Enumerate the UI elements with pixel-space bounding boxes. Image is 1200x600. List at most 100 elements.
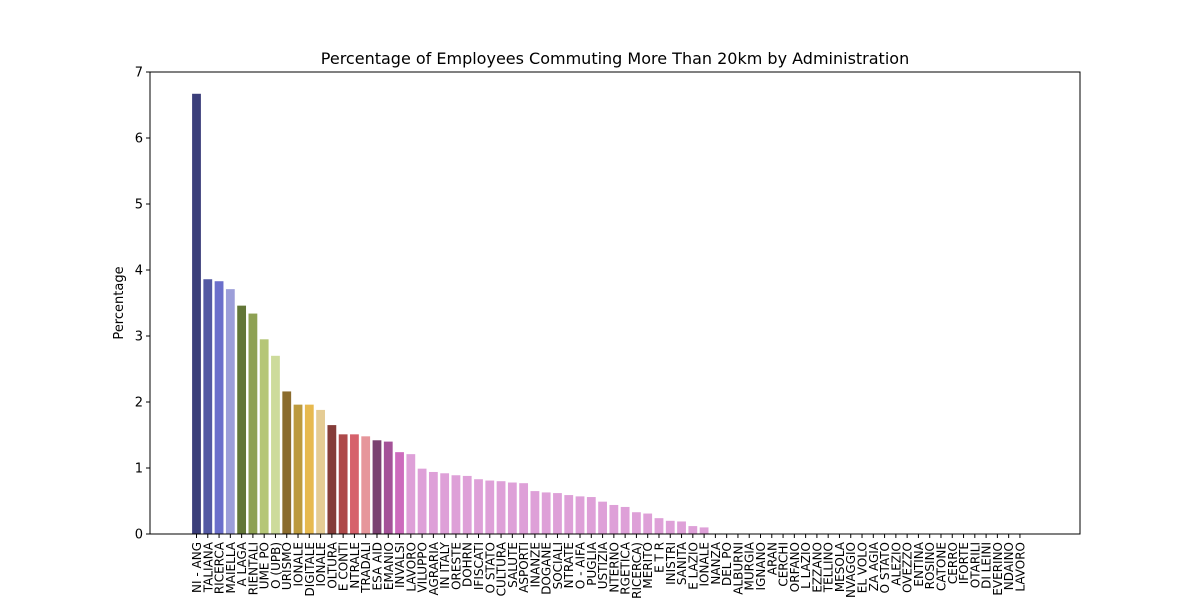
y-tick-label: 7	[135, 66, 143, 81]
bar	[282, 391, 292, 534]
x-tick-label: OVEZZO	[901, 542, 915, 593]
x-tick-label: RICERCA	[213, 541, 227, 594]
bar	[598, 501, 607, 534]
y-tick-label: 3	[135, 330, 143, 345]
x-tick-label: TELLINO	[822, 542, 836, 593]
x-tick-label: IGNANO	[754, 542, 768, 590]
bar	[316, 409, 325, 534]
bar	[361, 436, 371, 534]
bar	[372, 440, 382, 534]
x-tick-label: TRADALI	[359, 542, 373, 594]
bar	[609, 504, 619, 534]
bar	[327, 425, 337, 534]
x-tick-label: ENTINA	[912, 541, 926, 586]
x-tick-label: E LAZIO	[686, 542, 700, 590]
x-tick-label: SALUTE	[506, 542, 520, 588]
x-tick-label: UME PO	[258, 542, 272, 589]
x-tick-label: NDAINO	[1002, 542, 1016, 590]
bar	[293, 404, 303, 534]
bar	[462, 475, 472, 534]
x-tick-label: MURGIA	[743, 541, 757, 590]
x-tick-label: O - AIFA	[574, 541, 588, 589]
bar	[654, 518, 664, 534]
x-tick-label: DEL PO	[720, 542, 734, 586]
x-tick-label: RIENTALI	[246, 542, 260, 595]
plot-area-frame	[149, 71, 1081, 535]
bar	[474, 479, 483, 534]
bar	[428, 471, 438, 534]
x-tick-label: PUGLIA	[585, 541, 599, 586]
x-tick-label: NVAGGIO	[844, 542, 858, 598]
x-tick-label: USTIZIA	[596, 541, 610, 589]
bar	[632, 512, 641, 534]
bar	[541, 492, 551, 534]
x-tick-label: DOGANE	[540, 542, 554, 595]
bar	[440, 473, 450, 534]
x-tick-label: E T R	[652, 542, 666, 573]
bar	[383, 441, 393, 534]
bar	[519, 483, 529, 534]
bar	[688, 526, 698, 534]
x-tick-label: MAIELLA	[224, 541, 238, 593]
x-tick-label: LAVORO	[404, 542, 418, 592]
bar	[395, 452, 404, 534]
bar	[259, 339, 269, 534]
x-tick-label: OLTURA	[325, 541, 339, 588]
bars-group	[192, 93, 709, 534]
x-tick-label: NANZA	[709, 541, 723, 584]
x-tick-label: VILUPPO	[416, 542, 430, 593]
bar	[507, 482, 517, 534]
x-tick-label: INVALSI	[393, 542, 407, 588]
bar	[271, 355, 280, 534]
x-tick-label: IONALE	[314, 542, 328, 586]
x-tick-label: INANZE	[528, 542, 542, 588]
bar	[338, 434, 348, 534]
bar	[350, 434, 359, 534]
x-tick-label: EZZANO	[810, 542, 824, 593]
x-tick-label: O (UPB)	[269, 542, 283, 589]
x-tick-label: RICERCA)	[630, 542, 644, 599]
bar	[643, 513, 653, 534]
bar	[192, 93, 201, 534]
x-tick-label: E CONTI	[337, 542, 351, 591]
x-tick-label: SOCIALI	[551, 542, 565, 589]
bar	[620, 506, 630, 534]
x-tick-label: DIGITALE	[303, 542, 317, 597]
x-tick-label: EMANIO	[382, 542, 396, 590]
x-tick-label: ORFANO	[788, 542, 802, 592]
x-tick-label: IFORTE	[957, 542, 971, 584]
x-tick-label: OTARILI	[968, 542, 982, 588]
bar	[677, 521, 686, 534]
x-tick-label: EL VOLO	[856, 542, 870, 593]
x-tick-label: A LAGA	[235, 541, 249, 586]
x-tick-label: ESA AID	[370, 542, 384, 590]
x-tick-label: LAVORO	[1013, 542, 1027, 592]
bar	[406, 454, 416, 534]
bar	[485, 480, 495, 534]
bar	[451, 475, 461, 534]
y-tick-label: 6	[135, 132, 143, 147]
x-tick-label: CATONE	[934, 542, 948, 591]
x-tick-label: CULTURA	[495, 541, 509, 596]
y-axis-label: Percentage	[112, 266, 127, 339]
x-tick-label: CERRO	[946, 542, 960, 584]
bar	[496, 481, 506, 534]
x-tick-label: MERITO	[641, 542, 655, 589]
x-tick-label: L LAZIO	[799, 542, 813, 589]
bar	[248, 313, 258, 534]
bar	[575, 496, 585, 534]
x-tick-label: ALEZIO	[889, 542, 903, 586]
x-tick-label: IONALE	[292, 542, 306, 586]
bar	[530, 491, 540, 534]
x-tick-label: ARAN	[765, 542, 779, 575]
x-tick-label: ALBURNI	[731, 542, 745, 595]
bar	[225, 289, 235, 534]
chart-title: Percentage of Employees Commuting More T…	[321, 49, 909, 68]
x-tick-label: O STATO	[878, 542, 892, 593]
y-axis-ticks: 0 1 2 3 4 5 6 7	[135, 66, 150, 543]
x-tick-label: IONALE	[698, 542, 712, 586]
x-tick-label: EVERINO	[991, 542, 1005, 596]
x-tick-label: NI - ANG	[190, 542, 204, 593]
y-tick-label: 0	[135, 528, 143, 543]
